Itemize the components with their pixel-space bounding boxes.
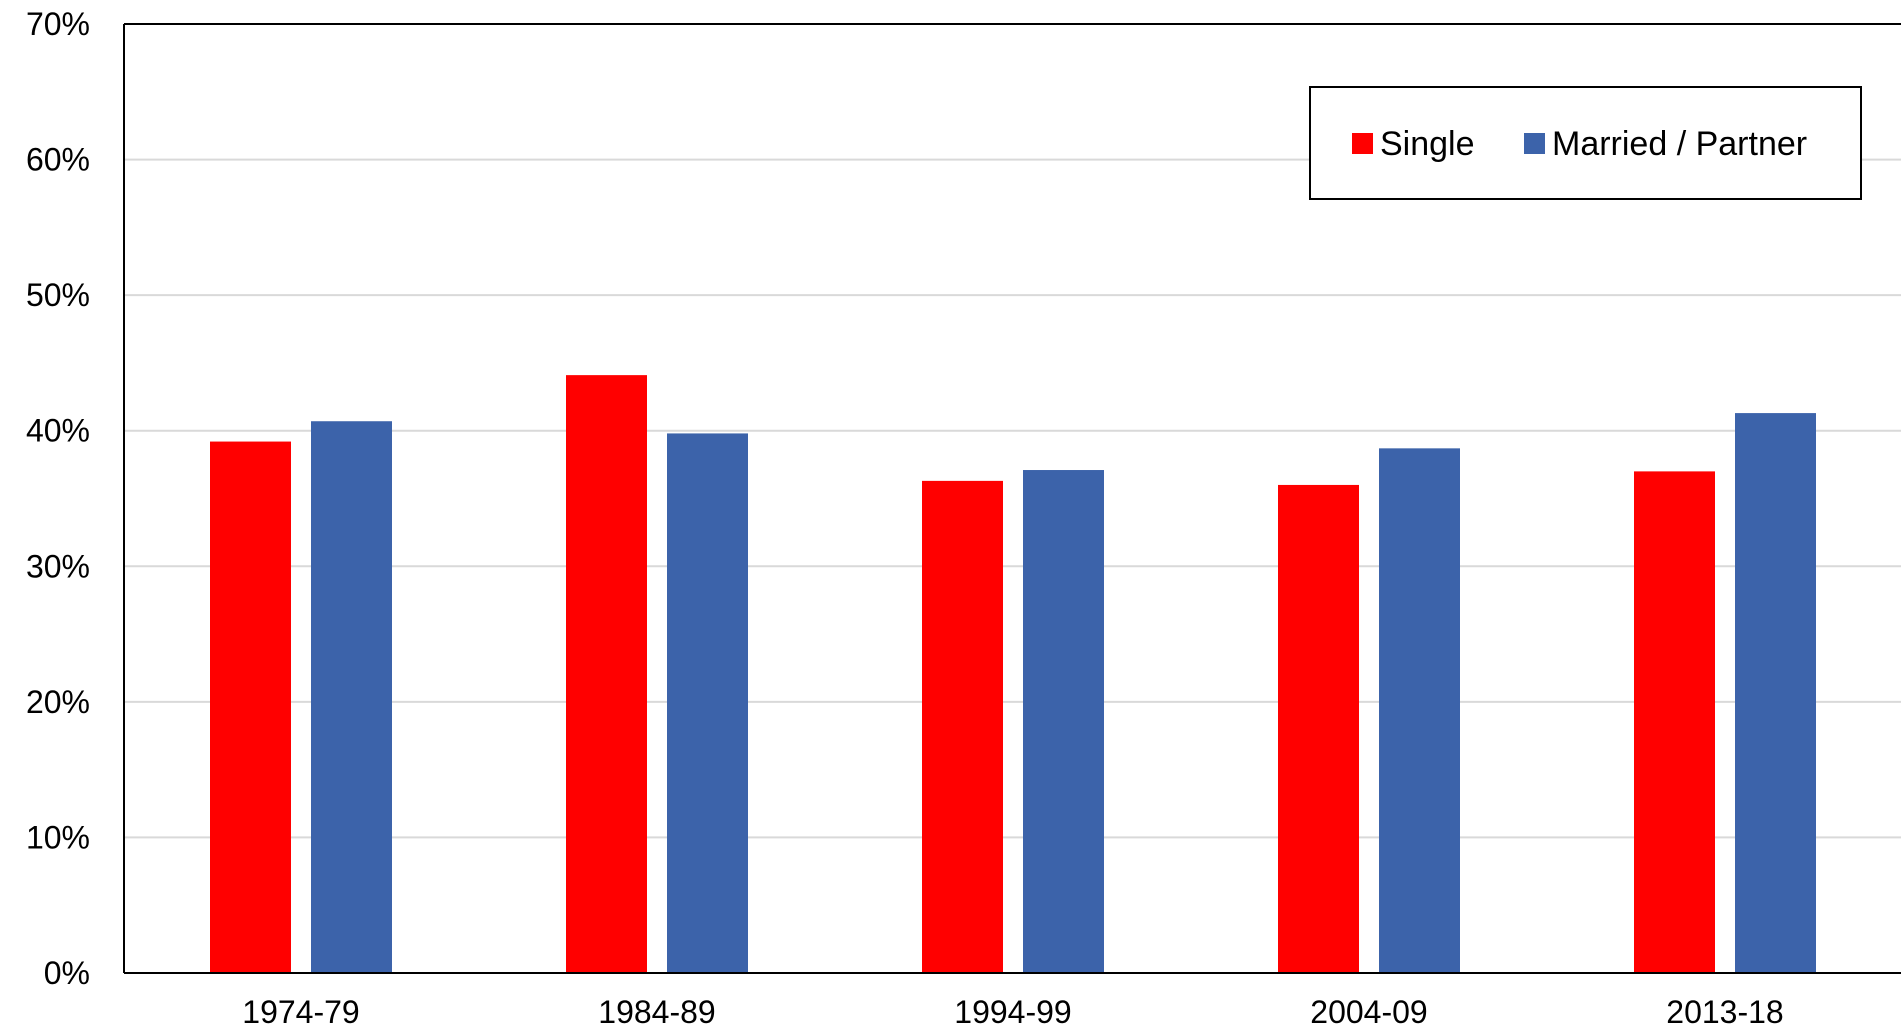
bar-single-1984-89	[566, 375, 647, 973]
legend-label: Single	[1380, 125, 1475, 163]
x-tick-label: 2004-09	[1310, 994, 1427, 1030]
plot-frame	[123, 23, 1901, 974]
legend-label: Married / Partner	[1552, 125, 1807, 163]
bar-married-partner-1984-89	[667, 433, 748, 973]
legend-box	[1309, 86, 1862, 200]
y-tick-label: 70%	[26, 6, 90, 42]
bar-single-2004-09	[1278, 484, 1359, 973]
x-tick-label: 2013-18	[1666, 994, 1783, 1030]
y-tick-label: 50%	[26, 277, 90, 313]
y-axis-tick-labels: 0% 10% 20% 30% 40% 50% 60% 70%	[26, 6, 90, 991]
x-tick-label: 1974-79	[242, 994, 359, 1030]
y-tick-label: 30%	[26, 548, 90, 584]
y-tick-label: 20%	[26, 684, 90, 720]
bars	[210, 375, 1816, 974]
legend: Single Married / Partner	[1309, 86, 1862, 200]
y-tick-label: 40%	[26, 413, 90, 449]
bar-married-partner-2004-09	[1379, 448, 1460, 973]
gridlines	[124, 158, 1901, 839]
legend-swatch	[1524, 133, 1545, 154]
bar-single-2013-18	[1634, 471, 1715, 973]
legend-swatch	[1352, 133, 1373, 154]
y-tick-label: 0%	[44, 955, 90, 991]
bar-married-partner-1974-79	[311, 421, 392, 974]
bar-single-1974-79	[210, 441, 291, 973]
x-tick-label: 1984-89	[598, 994, 715, 1030]
x-tick-label: 1994-99	[954, 994, 1071, 1030]
y-tick-label: 10%	[26, 819, 90, 855]
x-axis-tick-labels: 1974-79 1984-89 1994-99 2004-09 2013-18	[242, 994, 1783, 1030]
bar-single-1994-99	[922, 480, 1003, 973]
y-tick-label: 60%	[26, 142, 90, 178]
bar-married-partner-1994-99	[1023, 470, 1104, 973]
bar-married-partner-2013-18	[1735, 413, 1816, 974]
